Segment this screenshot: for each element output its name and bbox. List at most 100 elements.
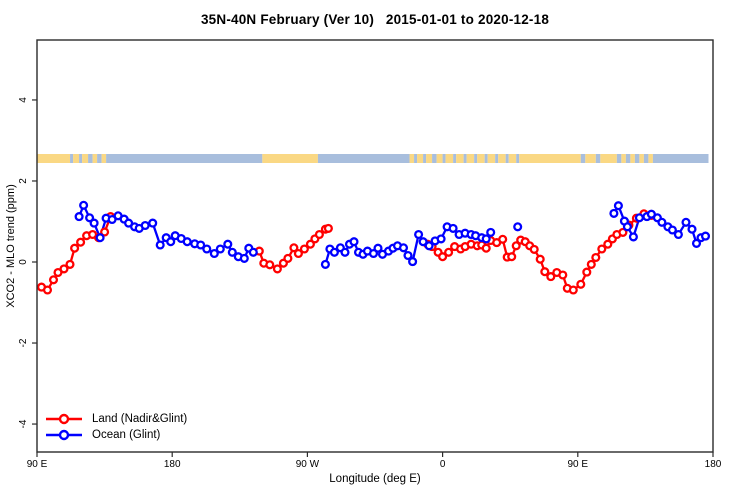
data-point-ocean <box>403 250 413 261</box>
surface-band-segment-land <box>73 154 80 163</box>
surface-band-segment-ocean <box>484 154 488 163</box>
surface-band-segment-land <box>37 154 71 163</box>
legend-item-land: Land (Nadir&Glint) <box>44 411 187 426</box>
data-point-ocean <box>448 223 458 233</box>
surface-band-segment-ocean <box>495 154 499 163</box>
surface-band-segment-land <box>477 154 485 163</box>
data-point-land <box>305 239 315 249</box>
surface-band-segment-ocean <box>580 154 586 163</box>
data-point-ocean <box>85 213 95 223</box>
data-point-land <box>507 252 517 262</box>
data-point-land <box>529 244 539 254</box>
data-point-ocean <box>209 248 219 259</box>
surface-band-segment-ocean <box>423 154 427 163</box>
legend-label-ocean: Ocean (Glint) <box>92 428 161 441</box>
surface-band-segment-ocean <box>625 154 631 163</box>
data-point-ocean <box>329 247 339 257</box>
data-point-land <box>511 241 521 251</box>
data-point-ocean <box>486 227 496 237</box>
data-point-land <box>100 227 110 237</box>
data-point-land <box>535 254 545 264</box>
surface-band-segment-land <box>600 154 617 163</box>
data-point-land <box>299 244 309 254</box>
data-point-ocean <box>634 213 644 223</box>
data-point-land <box>293 248 303 259</box>
data-point-land <box>597 244 607 254</box>
surface-band-segment-ocean <box>505 154 509 163</box>
surface-band-segment-ocean <box>516 154 520 163</box>
x-tick-label: 90 E <box>568 459 589 470</box>
data-point-land <box>59 264 69 274</box>
data-point-ocean <box>700 231 711 241</box>
data-point-ocean <box>248 247 258 257</box>
surface-band-segment-ocean <box>643 154 649 163</box>
surface-band-segment-ocean <box>453 154 457 163</box>
data-point-land <box>438 252 448 262</box>
data-point-ocean <box>182 237 192 247</box>
surface-band-segment-land <box>262 154 318 163</box>
data-point-ocean <box>418 237 428 247</box>
data-point-land <box>603 239 613 249</box>
data-point-ocean <box>481 234 491 244</box>
surface-band-segment-land <box>445 154 454 163</box>
data-point-land <box>586 259 596 269</box>
surface-band-segment-land <box>508 154 517 163</box>
data-point-ocean <box>227 247 237 257</box>
data-point-ocean <box>424 241 434 251</box>
data-point-land <box>42 285 53 295</box>
y-tick-label: 0 <box>18 259 29 265</box>
data-point-ocean <box>628 232 638 242</box>
data-point-ocean <box>79 200 89 210</box>
data-point-land <box>265 260 275 270</box>
legend-label-land: Land (Nadir&Glint) <box>92 412 188 425</box>
data-point-ocean <box>609 208 619 218</box>
x-tick-label: 90 W <box>296 459 320 470</box>
surface-band-segment-ocean <box>79 154 83 163</box>
data-point-land <box>618 227 628 237</box>
data-point-land <box>323 223 333 233</box>
data-point-land <box>591 252 601 263</box>
data-point-ocean <box>673 229 683 240</box>
surface-band-segment-ocean <box>106 154 263 163</box>
data-point-ocean <box>436 234 446 244</box>
data-point-ocean <box>166 237 176 247</box>
chart-legend: Land (Nadir&Glint) Ocean (Glint) <box>44 411 187 442</box>
plot-border <box>36 39 714 453</box>
data-point-ocean <box>349 237 359 247</box>
data-point-ocean <box>667 225 677 235</box>
surface-band-segment-ocean <box>652 154 709 163</box>
y-tick-label: -2 <box>18 338 29 347</box>
surface-band-segment-land <box>487 154 496 163</box>
data-point-ocean <box>155 240 165 250</box>
data-point-land <box>546 272 556 282</box>
surface-band-segment-land <box>409 154 415 163</box>
data-point-ocean <box>687 224 697 234</box>
data-point-ocean <box>373 243 383 253</box>
data-point-land <box>48 275 59 285</box>
data-point-ocean <box>681 217 691 227</box>
data-point-ocean <box>691 238 702 248</box>
data-point-ocean <box>140 220 150 231</box>
data-point-land <box>70 243 80 253</box>
data-point-land <box>558 270 568 280</box>
data-point-ocean <box>622 222 632 232</box>
surface-band-segment-ocean <box>88 154 93 163</box>
data-point-land <box>481 243 491 253</box>
y-tick-label: 2 <box>18 178 29 184</box>
surface-band-segment-land <box>417 154 424 163</box>
surface-band-segment-land <box>82 154 89 163</box>
data-point-ocean <box>414 229 424 240</box>
x-tick-label: 90 E <box>27 459 48 470</box>
legend-land-marker-icon <box>46 413 82 424</box>
surface-band-segment-ocean <box>442 154 446 163</box>
legend-item-ocean: Ocean (Glint) <box>44 427 187 442</box>
data-point-ocean <box>613 201 623 211</box>
data-point-ocean <box>202 244 212 254</box>
data-point-ocean <box>148 218 158 228</box>
x-tick-label: 0 <box>440 459 446 470</box>
data-point-land <box>283 253 293 263</box>
data-point-ocean <box>398 243 409 253</box>
data-point-land <box>272 264 282 274</box>
chart-title: 35N-40N February (Ver 10) 2015-01-01 to … <box>200 12 550 27</box>
